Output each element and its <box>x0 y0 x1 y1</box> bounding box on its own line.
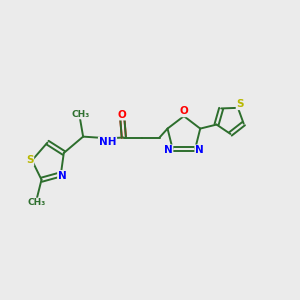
Text: CH₃: CH₃ <box>28 198 46 207</box>
Text: N: N <box>58 171 67 181</box>
Text: NH: NH <box>99 137 116 147</box>
Text: O: O <box>118 110 127 120</box>
Text: S: S <box>237 99 244 109</box>
Text: CH₃: CH₃ <box>71 110 89 118</box>
Text: N: N <box>195 145 204 155</box>
Text: O: O <box>179 106 188 116</box>
Text: N: N <box>164 145 172 155</box>
Text: S: S <box>26 155 33 165</box>
